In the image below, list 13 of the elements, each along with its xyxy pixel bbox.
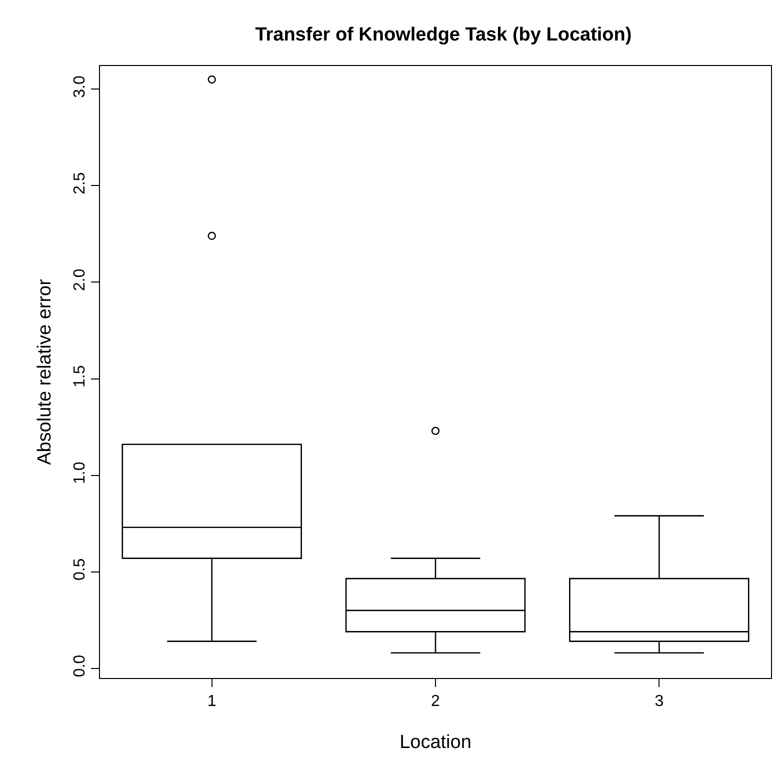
y-tick-label: 3.0 [72,76,89,98]
y-axis-title: Absolute relative error [34,278,56,465]
chart-title: Transfer of Knowledge Task (by Location) [255,24,632,46]
y-tick-label: 1.5 [72,365,89,388]
x-axis-title: Location [400,732,472,753]
x-tick-label: 1 [207,693,216,710]
y-tick-label: 0.0 [72,654,89,678]
y-tick-label: 2.0 [72,268,89,291]
x-tick-label: 2 [431,693,440,710]
y-tick-label: 2.5 [72,172,89,194]
y-tick-label: 1.0 [72,462,89,484]
x-tick-label: 3 [654,693,664,710]
y-tick-label: 0.5 [72,558,89,581]
